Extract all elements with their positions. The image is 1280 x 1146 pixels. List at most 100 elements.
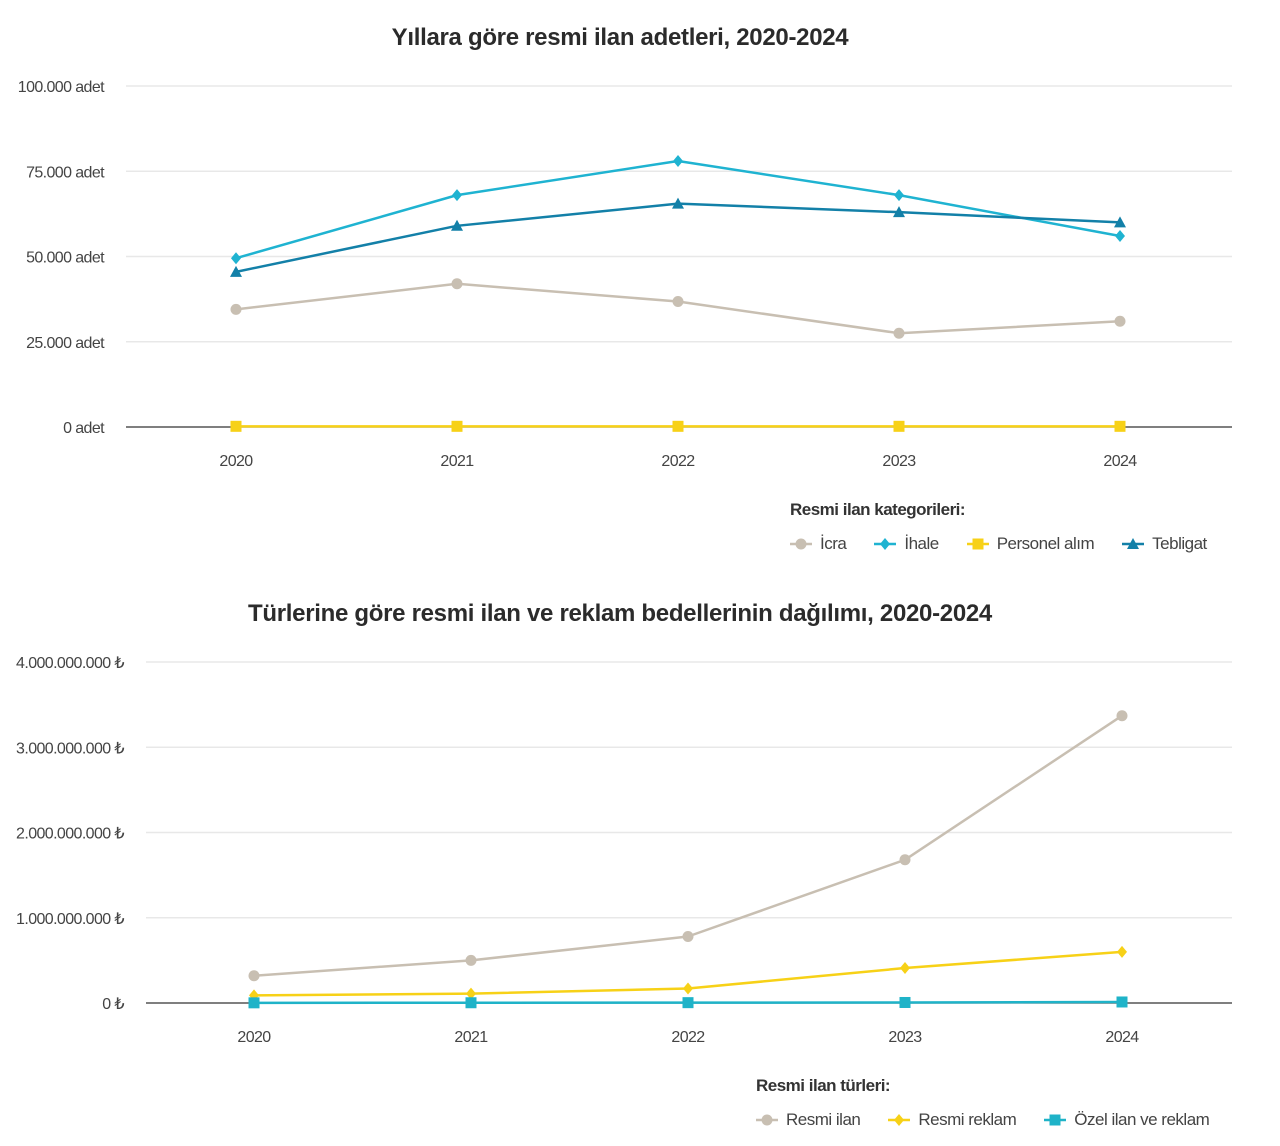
data-point <box>682 997 694 1009</box>
y-tick-label: 25.000 adet <box>26 335 105 352</box>
series-tebligat <box>230 197 1126 277</box>
data-point <box>465 954 477 966</box>
data-point <box>466 987 476 1000</box>
data-point <box>1116 710 1128 722</box>
data-point <box>230 303 242 315</box>
y-tick-label: 0 ₺ <box>102 996 124 1013</box>
data-point <box>682 931 694 943</box>
data-point <box>451 420 463 432</box>
data-point <box>673 155 683 168</box>
series-resmi-ilan <box>248 710 1128 982</box>
data-point <box>1116 996 1128 1008</box>
circle-marker-icon <box>756 1114 778 1126</box>
y-tick-label: 100.000 adet <box>18 79 105 96</box>
legend-item[interactable]: Resmi ilan <box>756 1110 861 1130</box>
legend-label: Resmi reklam <box>918 1110 1017 1129</box>
x-tick-label: 2024 <box>1105 1029 1139 1046</box>
legend-item[interactable]: Tebligat <box>1122 534 1207 554</box>
y-tick-label: 4.000.000.000 ₺ <box>16 655 124 672</box>
plot-area: 0 ₺ 1.000.000.000 ₺ 2.000.000.000 ₺ 3.000.0… <box>16 655 1232 1046</box>
legend-item[interactable]: İhale <box>874 534 939 554</box>
x-tick-label: 2020 <box>237 1029 271 1046</box>
series-i̇hale <box>231 155 1125 265</box>
diamond-marker-icon <box>874 538 897 550</box>
y-tick-label: 2.000.000.000 ₺ <box>16 826 124 843</box>
legend-item[interactable]: İcra <box>790 534 847 554</box>
series-i̇cra <box>230 278 1126 339</box>
legend-title: Resmi ilan türleri: <box>756 1076 891 1095</box>
triangle-marker-icon <box>1122 538 1145 549</box>
legend: Resmi ilan kategorileri: İcra İhale Person… <box>790 500 1207 554</box>
legend-title: Resmi ilan kategorileri: <box>790 500 966 519</box>
legend-item[interactable]: Özel ilan ve reklam <box>1044 1110 1210 1130</box>
chart-title: Türlerine göre resmi ilan ve reklam bede… <box>248 600 992 627</box>
chart-ilan-bedelleri: Türlerine göre resmi ilan ve reklam bede… <box>0 580 1280 1146</box>
legend-item[interactable]: Resmi reklam <box>888 1110 1017 1130</box>
data-point <box>1114 315 1126 327</box>
data-point <box>893 327 905 339</box>
data-point <box>248 997 260 1009</box>
legend-label: Tebligat <box>1152 534 1207 553</box>
data-point <box>1117 945 1127 958</box>
legend-marker <box>972 538 984 550</box>
data-point <box>231 252 241 265</box>
series-line <box>235 282 1121 335</box>
y-tick-label: 3.000.000.000 ₺ <box>16 740 124 757</box>
data-point <box>230 265 242 277</box>
data-point <box>1114 216 1126 228</box>
legend-marker <box>880 538 891 550</box>
chart-title: Yıllara göre resmi ilan adetleri, 2020-2… <box>391 24 849 51</box>
series-line <box>235 202 1121 274</box>
x-tick-label: 2024 <box>1103 453 1137 470</box>
data-point <box>248 970 260 982</box>
data-point <box>230 420 242 432</box>
data-point <box>893 420 905 432</box>
legend-marker <box>795 538 807 550</box>
data-point <box>893 206 905 218</box>
x-tick-label: 2020 <box>219 453 253 470</box>
legend-label: Özel ilan ve reklam <box>1074 1110 1210 1129</box>
series-özel-ilan-ve-reklam <box>248 996 1128 1009</box>
series-personel-alım <box>230 420 1126 432</box>
y-tick-label: 1.000.000.000 ₺ <box>16 911 124 928</box>
y-tick-label: 75.000 adet <box>26 164 105 181</box>
legend-marker <box>1127 538 1140 549</box>
chart-ilan-adetleri: Yıllara göre resmi ilan adetleri, 2020-2… <box>18 24 1232 554</box>
data-point <box>672 296 684 308</box>
data-point <box>465 997 477 1009</box>
legend: Resmi ilan türleri: Resmi ilan Resmi rekl… <box>756 1076 1210 1130</box>
data-point <box>1115 230 1125 243</box>
circle-marker-icon <box>790 538 812 550</box>
data-point <box>672 197 684 209</box>
legend-label: İcra <box>820 534 847 553</box>
x-tick-label: 2021 <box>440 453 474 470</box>
legend-label: Resmi ilan <box>786 1110 861 1129</box>
x-tick-label: 2023 <box>882 453 916 470</box>
x-tick-label: 2021 <box>454 1029 488 1046</box>
diamond-marker-icon <box>888 1114 911 1126</box>
data-point <box>899 996 911 1008</box>
data-point <box>452 189 462 202</box>
y-tick-label: 50.000 adet <box>26 250 105 267</box>
data-point <box>451 219 463 231</box>
legend-label: İhale <box>904 534 939 553</box>
legend-label: Personel alım <box>996 534 1095 553</box>
series-resmi-reklam <box>249 945 1127 1002</box>
x-tick-label: 2023 <box>888 1029 922 1046</box>
data-point <box>1114 420 1126 432</box>
data-point <box>683 982 693 995</box>
legend-marker <box>761 1114 773 1126</box>
x-tick-label: 2022 <box>671 1029 705 1046</box>
square-marker-icon <box>966 538 989 550</box>
data-point <box>672 420 684 432</box>
data-point <box>900 962 910 975</box>
plot-area: 0 adet 25.000 adet 50.000 adet 75.000 adet 1… <box>18 79 1232 470</box>
data-point <box>451 278 463 290</box>
y-tick-label: 0 adet <box>63 420 105 437</box>
legend-marker <box>894 1114 905 1126</box>
data-point <box>894 189 904 202</box>
legend-marker <box>1049 1114 1061 1126</box>
legend-item[interactable]: Personel alım <box>966 534 1095 554</box>
x-tick-label: 2022 <box>661 453 695 470</box>
data-point <box>899 854 911 866</box>
